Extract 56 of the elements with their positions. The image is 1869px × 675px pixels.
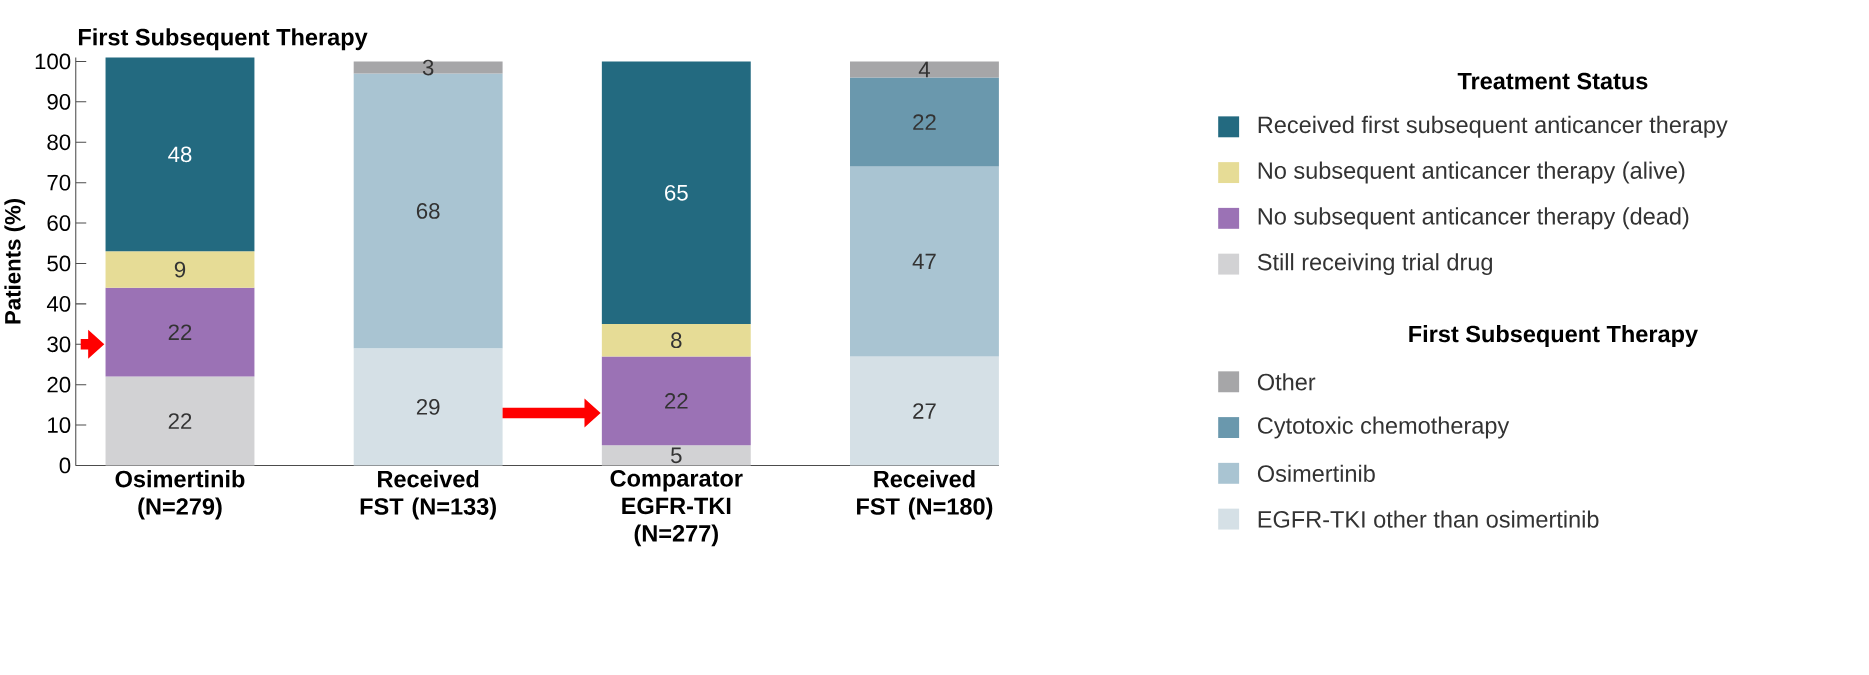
legend-label: Other xyxy=(1257,373,1316,391)
data-label: 65 xyxy=(665,185,688,201)
bar xyxy=(850,77,999,167)
data-label: 8 xyxy=(671,332,682,349)
bar xyxy=(105,251,255,288)
bar xyxy=(850,61,999,78)
data-label: 47 xyxy=(912,253,936,270)
bar xyxy=(601,356,751,446)
y-tick-label: 10 xyxy=(48,417,71,434)
legend-label: Cytotoxic chemotherapy xyxy=(1257,416,1510,439)
x-tick-label: Received FST (N=133) xyxy=(360,470,496,520)
data-label: 22 xyxy=(168,413,192,429)
y-tick-label: 80 xyxy=(47,134,71,151)
data-label: 22 xyxy=(913,114,936,130)
y-axis-title: Patients (%) xyxy=(4,199,26,324)
data-label: 48 xyxy=(168,146,192,163)
chart-title: First Subsequent Therapy xyxy=(78,28,368,51)
data-label: 4 xyxy=(918,62,930,78)
data-label: 5 xyxy=(671,447,682,464)
legend-label: No subsequent anticancer therapy (dead) xyxy=(1258,207,1689,230)
y-tick-label: 100 xyxy=(35,53,71,70)
data-label: 9 xyxy=(174,261,186,278)
bar xyxy=(353,61,503,74)
data-label: 3 xyxy=(422,59,434,76)
legend-title: Treatment Status xyxy=(1457,72,1648,90)
bar xyxy=(105,376,255,466)
y-tick-label: 90 xyxy=(47,94,71,110)
data-label: 22 xyxy=(665,393,688,409)
x-tick-label: Osimertinib (N=279) xyxy=(115,470,245,520)
bar xyxy=(105,57,255,252)
legend-label: Still receiving trial drug xyxy=(1257,253,1492,276)
bar xyxy=(850,166,999,357)
y-tick-label: 0 xyxy=(59,457,71,474)
y-tick-label: 20 xyxy=(47,376,71,393)
data-label: 29 xyxy=(416,399,440,415)
bar xyxy=(601,61,751,325)
bar xyxy=(601,324,751,357)
bar xyxy=(601,445,751,466)
data-label: 27 xyxy=(913,403,936,419)
y-tick-label: 30 xyxy=(47,336,71,353)
y-tick-label: 70 xyxy=(47,174,71,191)
legend-label: Osimertinib xyxy=(1257,464,1375,483)
legend-label: Received first subsequent anticancer therapy xyxy=(1258,116,1728,138)
bar xyxy=(353,348,503,466)
y-tick-label: 40 xyxy=(46,296,71,312)
text: First Subsequent Therapy xyxy=(1409,325,1698,348)
x-tick-label: Received FST (N=180) xyxy=(857,470,993,520)
bar xyxy=(850,356,999,466)
data-label: 22 xyxy=(168,324,192,341)
legend-label: No subsequent anticancer therapy (alive) xyxy=(1258,161,1685,184)
data-label: 68 xyxy=(416,203,440,219)
bar xyxy=(105,287,255,377)
y-tick-label: 60 xyxy=(47,215,71,232)
legend-label: EGFR-TKI other than osimertinib xyxy=(1258,510,1599,528)
y-tick-label: 50 xyxy=(47,255,71,272)
x-tick-label: Comparator EGFR-TKI (N=277) xyxy=(610,470,743,547)
